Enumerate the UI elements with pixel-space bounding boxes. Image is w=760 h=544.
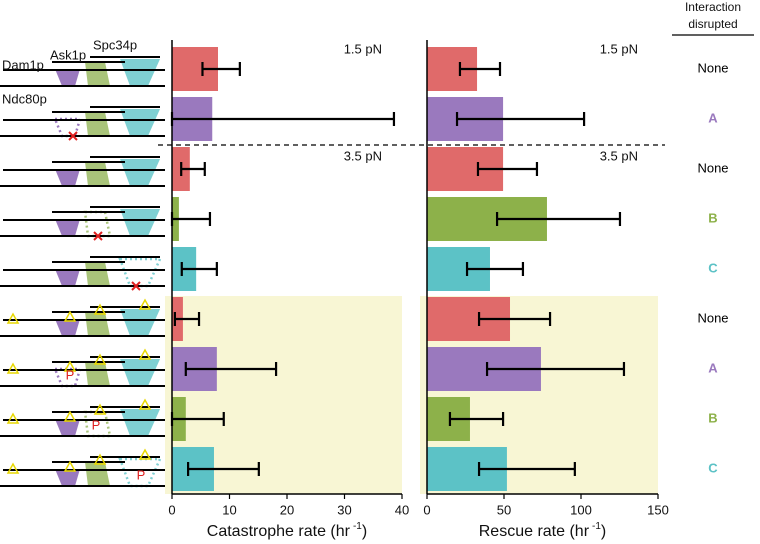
- marker-triangle: [6, 412, 20, 424]
- error-bar: [184, 362, 278, 376]
- phospho-label: P: [137, 467, 146, 482]
- error-bar: [173, 312, 201, 326]
- error-bar: [201, 62, 241, 76]
- domain: [85, 462, 110, 486]
- error-bar: [495, 212, 622, 226]
- error-bar: [477, 462, 576, 476]
- marker-triangle: [93, 403, 107, 415]
- protein-label: Ndc80p: [2, 91, 47, 106]
- annotation: 3.5 pN: [344, 148, 382, 163]
- domain: [85, 312, 110, 336]
- domain: [120, 159, 160, 186]
- interaction-label: C: [708, 460, 718, 475]
- marker-triangle: [6, 312, 20, 324]
- domain: [120, 109, 160, 136]
- disruption-x: [93, 231, 103, 241]
- x-axis-label: Catastrophe rate (hr -1): [207, 521, 367, 541]
- marker-triangle: [138, 398, 152, 410]
- domain: [120, 409, 160, 436]
- domain: [55, 269, 80, 286]
- error-bar: [455, 112, 586, 126]
- error-bar: [180, 162, 206, 176]
- domain: [55, 219, 80, 236]
- disruption-x: [131, 281, 141, 291]
- header: disrupted: [688, 17, 737, 31]
- x-axis-label-part: -1: [353, 521, 362, 532]
- protein-label: Ask1p: [50, 47, 86, 62]
- interaction-label: None: [697, 160, 728, 175]
- marker-triangle: [138, 298, 152, 310]
- error-bar: [465, 262, 525, 276]
- domain: [120, 359, 160, 386]
- protein-label: Spc34p: [93, 37, 137, 52]
- header: Interaction: [685, 0, 741, 14]
- marker-triangle: [63, 310, 77, 322]
- annotation: 1.5 pN: [344, 41, 382, 56]
- marker-triangle: [93, 453, 107, 465]
- annotation: 1.5 pN: [600, 41, 638, 56]
- x-axis-label-part: -1: [592, 521, 601, 532]
- domain-disrupted: [83, 210, 112, 238]
- domain: [55, 319, 80, 336]
- phospho-label: P: [66, 367, 75, 382]
- interaction-label: A: [708, 360, 718, 375]
- error-bar: [180, 262, 218, 276]
- protein-label: Dam1p: [2, 57, 44, 72]
- domain: [85, 62, 110, 86]
- domain: [55, 419, 80, 436]
- x-tick-label: 20: [280, 502, 294, 517]
- interaction-label: B: [708, 410, 717, 425]
- marker-triangle: [63, 460, 77, 472]
- marker-triangle: [138, 348, 152, 360]
- interaction-label: None: [697, 60, 728, 75]
- annotation: 3.5 pN: [600, 148, 638, 163]
- domain: [55, 69, 80, 86]
- marker-triangle: [93, 303, 107, 315]
- domain: [85, 262, 110, 286]
- x-tick-label: 150: [647, 502, 669, 517]
- x-axis-label-part: ): [362, 523, 367, 540]
- marker-triangle: [63, 410, 77, 422]
- x-axis-label-part: Catastrophe rate (hr: [207, 523, 351, 540]
- x-tick-label: 40: [395, 502, 409, 517]
- domain: [120, 59, 160, 86]
- x-tick-label: 0: [168, 502, 175, 517]
- interaction-label: None: [697, 310, 728, 325]
- domain: [85, 362, 110, 386]
- interaction-label: A: [708, 110, 718, 125]
- marker-triangle: [6, 362, 20, 374]
- interaction-label: B: [708, 210, 717, 225]
- interaction-label: C: [708, 260, 718, 275]
- error-bar: [476, 162, 539, 176]
- domain: [55, 469, 80, 486]
- domain: [55, 169, 80, 186]
- x-tick-label: 30: [337, 502, 351, 517]
- error-bar: [485, 362, 626, 376]
- marker-triangle: [93, 353, 107, 365]
- marker-triangle: [138, 448, 152, 460]
- domain: [120, 209, 160, 236]
- phospho-label: P: [92, 417, 101, 432]
- error-bar: [448, 412, 505, 426]
- domain: [85, 162, 110, 186]
- x-tick-label: 100: [570, 502, 592, 517]
- x-tick-label: 0: [423, 502, 430, 517]
- x-tick-label: 50: [497, 502, 511, 517]
- x-axis-label: Rescue rate (hr -1): [479, 521, 607, 541]
- x-tick-label: 10: [222, 502, 236, 517]
- marker-triangle: [63, 360, 77, 372]
- domain: [120, 309, 160, 336]
- error-bar: [187, 462, 260, 476]
- x-axis-label-part: Rescue rate (hr: [479, 523, 590, 540]
- marker-triangle: [6, 462, 20, 474]
- disruption-x: [68, 131, 78, 141]
- error-bar: [477, 312, 552, 326]
- domain: [85, 112, 110, 136]
- error-bar: [458, 62, 502, 76]
- x-axis-label-part: ): [601, 523, 606, 540]
- domain-disrupted: [118, 257, 162, 288]
